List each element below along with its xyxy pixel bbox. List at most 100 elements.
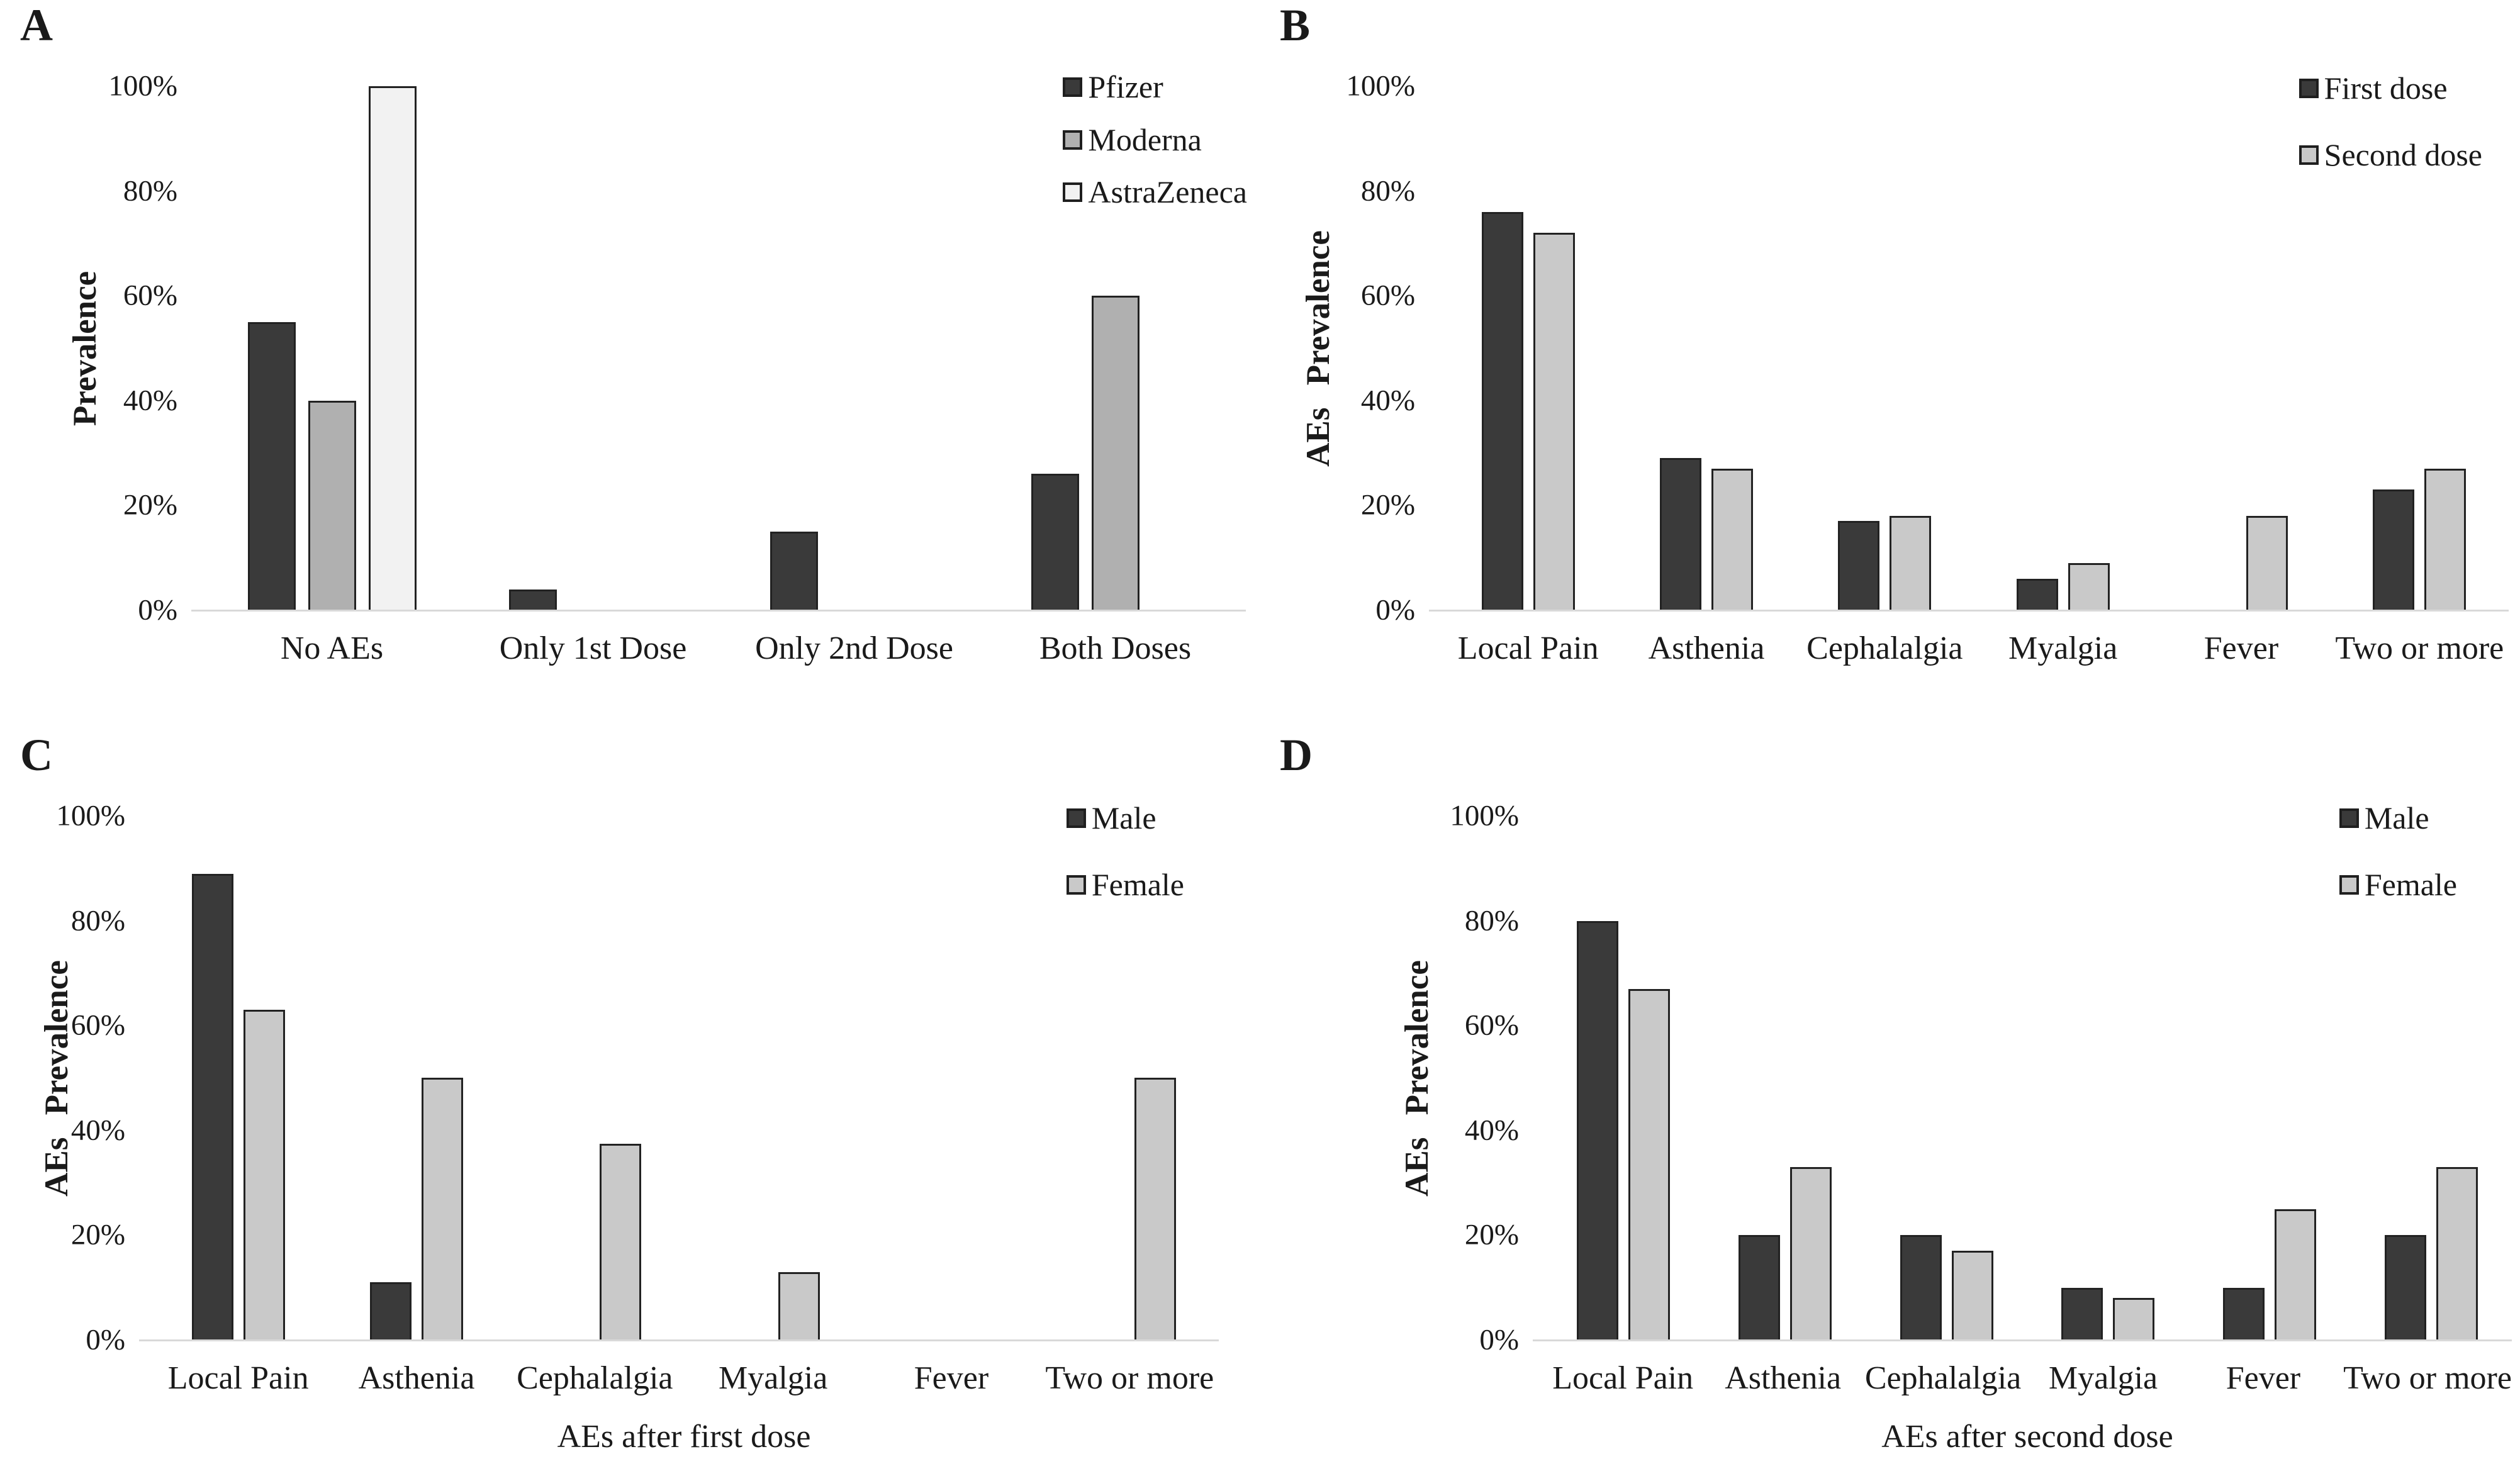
x-category-label-two-or-more: Two or more [1045,1360,1214,1396]
legend-swatch-astrazeneca [1063,182,1083,203]
x-category-label-myalgia: Myalgia [719,1360,828,1396]
legend-label-second-dose: Second dose [2324,137,2482,172]
y-axis-tick-label: 80% [123,174,177,208]
bar-female-myalgia [2113,1298,2155,1340]
legend-swatch-second-dose [2299,145,2319,165]
legend-swatch-male [2339,808,2359,829]
bar-pfizer-only-2nd-dose [770,532,818,610]
legend-label-astrazeneca: AstraZeneca [1088,174,1247,210]
x-category-label-myalgia: Myalgia [2048,1360,2158,1396]
x-category-label-asthenia: Asthenia [1725,1360,1842,1396]
y-axis-tick-label: 40% [123,384,177,417]
legend-label-moderna: Moderna [1088,121,1202,157]
bar-female-two-or-more [2436,1167,2478,1340]
x-category-label-cephalalgia: Cephalalgia [1806,630,1963,666]
legend-item-male: Male [2339,800,2457,837]
bar-group-fever [2189,1209,2351,1340]
bar-male-local-pain [1577,921,1619,1340]
bar-second-dose-local-pain [1533,233,1575,610]
y-axis-tick-label: 60% [123,279,177,312]
bar-pfizer-only-1st-dose [508,590,557,610]
y-axis-tick-label: 0% [1375,593,1415,627]
y-axis-tick-label: 40% [70,1114,125,1147]
y-axis-tick-label: 60% [1464,1009,1519,1042]
x-category-labels: Local Pain Asthenia Cephalalgia Myalgia Feve… [1543,1360,2512,1396]
x-category-label-fever: Fever [2204,630,2279,666]
bar-first-dose-myalgia [2016,579,2058,610]
legend-item-astrazeneca: AstraZeneca [1063,174,1247,211]
x-category-label-two-or-more: Two or more [2335,630,2504,666]
y-axis-tick-label: 100% [108,69,177,103]
panel-label: B [1280,0,1311,50]
bar-second-dose-asthenia [1711,469,1753,610]
bar-female-local-pain [243,1010,285,1340]
x-axis-line [1533,1339,2512,1341]
panel-label: C [20,730,53,780]
bar-groups [201,86,1246,610]
x-category-label-only-1st-dose: Only 1st Dose [499,630,687,666]
bar-first-dose-local-pain [1481,212,1523,610]
legend-label-male: Male [1091,800,1156,836]
bar-first-dose-asthenia [1659,458,1701,610]
legend-swatch-male [1066,808,1086,829]
legend-swatch-female [1066,875,1086,895]
plot-area [191,86,1246,612]
legend-item-female: Female [1066,866,1184,903]
x-category-label-asthenia: Asthenia [1648,630,1765,666]
bar-group-local-pain [149,874,327,1340]
legend: Male Female [1066,800,1184,903]
bar-male-fever [2223,1288,2265,1340]
legend-item-female: Female [2339,867,2457,903]
x-axis-title: AEs after first dose [557,1419,811,1455]
bar-female-local-pain [1628,989,1671,1340]
x-axis-line [191,610,1246,612]
bar-group-asthenia [1617,458,1795,610]
bar-group-fever [2152,516,2330,610]
panel-label: D [1280,730,1313,780]
legend: Pfizer Moderna AstraZeneca [1063,69,1247,211]
legend: First dose Second dose [2299,70,2482,173]
legend-swatch-first-dose [2299,79,2319,99]
y-axis-tick-label: 0% [86,1323,125,1356]
y-axis-tick-label: 100% [1346,69,1415,103]
bar-group-local-pain [1543,921,1705,1340]
x-category-labels: No AEs Only 1st Dose Only 2nd Dose Both Dos… [201,630,1246,666]
legend-label-female: Female [1091,866,1184,902]
bar-male-asthenia [369,1282,412,1340]
bar-female-fever [2275,1209,2317,1340]
bar-group-asthenia [1705,1167,1866,1340]
bar-female-cephalalgia [1951,1251,1993,1340]
y-axis-tick-label: 0% [1479,1323,1519,1356]
panel-b: B AEs Prevalence 0% 20% 40% 60% 80% 100% Local P… [1260,0,2520,730]
legend-item-male: Male [1066,800,1184,837]
x-category-label-myalgia: Myalgia [2008,630,2118,666]
legend-label-female: Female [2364,866,2457,902]
legend-label-pfizer: Pfizer [1088,69,1163,104]
bar-groups [1439,86,2509,610]
bar-second-dose-two-or-more [2424,469,2467,610]
bar-moderna-no-aes [308,401,356,610]
bar-astrazeneca-no-aes [368,86,417,610]
bar-groups [1543,816,2512,1340]
bar-female-two-or-more [1134,1078,1177,1340]
y-axis-tick-label: 0% [138,593,177,627]
x-category-label-both-doses: Both Doses [1039,630,1192,666]
x-category-label-two-or-more: Two or more [2343,1360,2512,1396]
x-category-label-cephalalgia: Cephalalgia [1864,1360,2022,1396]
bar-male-cephalalgia [1900,1235,1942,1340]
y-axis-title: AEs Prevalence [1300,230,1336,467]
bar-moderna-both-doses [1091,296,1140,610]
bar-second-dose-cephalalgia [1890,516,1932,610]
panel-a: A Prevalence 0% 20% 40% 60% 80% 100% No AEs Only … [0,0,1260,730]
legend-swatch-pfizer [1063,77,1083,98]
legend-item-second-dose: Second dose [2299,137,2482,174]
bar-male-local-pain [191,874,233,1340]
bar-group-two-or-more [1041,1078,1219,1340]
bar-group-local-pain [1439,212,1617,610]
x-category-label-local-pain: Local Pain [1552,1360,1694,1396]
bar-male-myalgia [2061,1288,2103,1340]
bar-group-myalgia [2027,1288,2189,1340]
bar-first-dose-two-or-more [2373,489,2415,610]
bar-group-asthenia [327,1078,505,1340]
bar-groups [149,816,1219,1340]
